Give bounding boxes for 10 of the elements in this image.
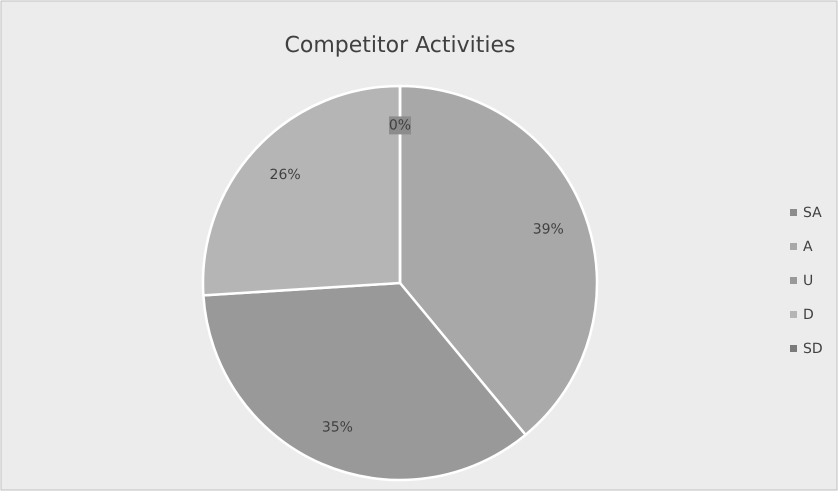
legend-label: A	[803, 239, 813, 255]
text: 0%	[388, 117, 412, 134]
chart-title: Competitor Activities	[284, 33, 516, 58]
legend-label: U	[803, 273, 814, 289]
legend-label: SA	[803, 205, 822, 221]
data-label: 26%	[270, 167, 301, 184]
legend-label: SD	[803, 341, 823, 357]
data-label: 39%	[532, 222, 564, 238]
legend-label: D	[803, 307, 814, 323]
data-label: 35%	[322, 420, 353, 436]
